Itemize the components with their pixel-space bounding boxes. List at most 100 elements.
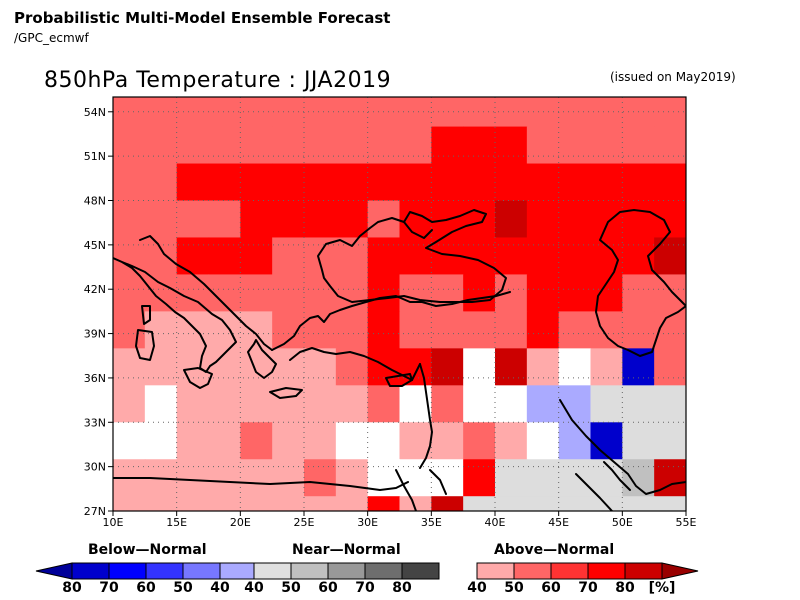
forecast-cell [526,459,560,497]
forecast-cell [367,274,401,312]
forecast-cell [240,496,273,511]
forecast-cell [622,459,655,497]
forecast-cell [240,459,273,497]
forecast-cell [463,385,496,423]
forecast-cell [782,496,800,534]
legend-near-normal-title: Near—Normal [292,542,401,558]
forecast-cell [176,422,210,460]
forecast-cell [304,237,337,276]
coastline-sardinia [135,329,155,361]
forecast-cell [176,200,210,239]
forecast-cell [113,126,146,165]
forecast-cell [144,163,178,202]
lat-label: 51N [84,150,106,163]
forecast-cell [335,311,369,349]
forecast-cell [782,201,800,239]
forecast-cell [558,311,592,349]
forecast-cell [526,422,560,460]
below-normal-swatch [71,562,110,580]
coastline-arabia [575,461,631,511]
above-normal-label: 40 [467,580,487,596]
below-normal-label: 60 [136,580,156,596]
forecast-cell [272,200,305,239]
forecast-cell [367,348,401,386]
forecast-cell [144,385,178,423]
forecast-cell [272,237,305,276]
forecast-cell [750,274,782,312]
forecast-cell [399,311,432,349]
forecast-cell [240,422,273,460]
forecast-cell [208,237,241,276]
forecast-cell [335,422,369,460]
forecast-cell [463,97,496,128]
forecast-cell [176,126,210,165]
forecast-cell [304,163,337,202]
forecast-cell [782,348,800,386]
above-normal-swatch [624,562,663,580]
forecast-cell [335,97,369,128]
coastline-crimea [403,221,433,239]
forecast-cell [272,126,305,165]
forecast-cell [782,385,800,423]
header-title: Probabilistic Multi-Model Ensemble Forec… [14,9,391,27]
forecast-cell [526,97,560,128]
forecast-cell [686,237,718,275]
forecast-cell [113,422,146,460]
forecast-cell [113,496,146,511]
forecast-cell [622,97,655,128]
forecast-cell [176,348,210,386]
forecast-cell [622,126,655,165]
forecast-cell [495,348,528,386]
forecast-cell [750,533,782,571]
forecast-cell [272,311,305,349]
forecast-cell [782,459,800,497]
near-normal-swatch [253,562,292,580]
forecast-cell [240,200,273,239]
forecast-cell [208,126,241,165]
forecast-cell [208,97,241,128]
lat-label: 27N [84,505,106,518]
forecast-cell [176,496,210,511]
forecast-cell [686,533,718,571]
below-normal-swatch [108,562,147,580]
forecast-cell [272,496,305,511]
forecast-cell [272,348,305,386]
above-normal-swatch [587,562,626,580]
lon-label: 15E [166,516,187,529]
forecast-cell [782,237,800,275]
forecast-cell [750,459,782,497]
forecast-cell [208,459,241,497]
forecast-cell [718,164,750,202]
forecast-cell [495,126,528,165]
near-normal-swatch [290,562,329,580]
forecast-cell [431,97,464,128]
forecast-cell [590,200,623,239]
forecast-cell [495,385,528,423]
forecast-cell [526,385,560,423]
forecast-cell [718,348,750,386]
forecast-cell [622,496,655,511]
above-normal-label: 60 [541,580,561,596]
forecast-cell [718,201,750,239]
forecast-cell [240,126,273,165]
near-normal-swatch [401,562,440,580]
coastline-greece [247,339,277,379]
forecast-cell [590,422,623,460]
forecast-cell [304,422,337,460]
forecast-cell [590,385,623,423]
forecast-cell [304,200,337,239]
forecast-cell [431,311,464,349]
forecast-cell [176,385,210,423]
forecast-cell [750,496,782,534]
legend-unit-label: [%] [648,580,676,596]
lon-label: 20E [230,516,251,529]
forecast-cell [782,422,800,460]
forecast-cell [335,348,369,386]
lon-label: 30E [357,516,378,529]
forecast-cell [399,348,432,386]
forecast-cell [176,163,210,202]
forecast-cell [750,311,782,349]
coastline-egypt [113,477,409,491]
forecast-cell [654,274,686,312]
forecast-cell [654,385,686,423]
